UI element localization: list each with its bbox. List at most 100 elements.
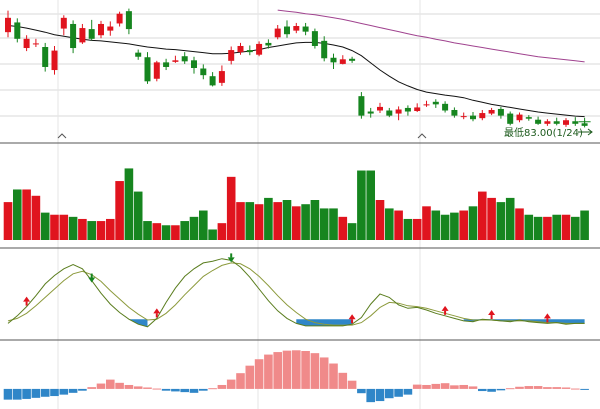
period-caret-icon xyxy=(417,133,427,139)
volume-bar xyxy=(106,218,115,240)
macd-bar xyxy=(180,388,189,393)
candle-body xyxy=(432,101,439,105)
macd-bar xyxy=(13,388,22,400)
volume-bar xyxy=(329,208,338,240)
candle-body xyxy=(367,111,374,114)
macd-bar xyxy=(310,353,320,389)
candle-body xyxy=(51,50,58,71)
volume-bar xyxy=(13,189,22,240)
buy-signal-arrow-icon xyxy=(441,305,449,311)
candle-body xyxy=(507,113,514,124)
candle-body xyxy=(423,104,430,106)
volume-bar xyxy=(226,176,236,240)
macd-bar xyxy=(161,388,171,391)
candle-body xyxy=(293,26,300,31)
volume-bar xyxy=(505,197,515,240)
candle-body xyxy=(386,110,393,116)
period-caret-icon xyxy=(57,133,67,139)
macd-bar xyxy=(50,388,59,397)
candle-body xyxy=(144,57,151,82)
candle-body xyxy=(200,68,207,76)
volume-bar xyxy=(301,204,310,240)
macd-bar xyxy=(301,351,310,389)
buy-signal-arrow-icon xyxy=(348,314,356,320)
arrow-right-icon xyxy=(578,128,593,136)
volume-bar xyxy=(152,223,162,240)
volume-bar xyxy=(338,216,348,240)
candle-body xyxy=(265,42,272,46)
macd-panel xyxy=(3,350,589,403)
volume-bar xyxy=(468,206,478,240)
candle-body xyxy=(479,113,486,119)
candle-body xyxy=(70,23,77,49)
volume-bar xyxy=(292,206,301,240)
macd-bar xyxy=(319,357,329,389)
candle-body xyxy=(330,57,337,63)
macd-bar xyxy=(3,388,13,400)
macd-bar xyxy=(31,388,41,398)
macd-bar xyxy=(208,388,217,390)
candle-body xyxy=(191,60,197,68)
volume-bar xyxy=(496,202,506,240)
macd-bar xyxy=(245,365,255,389)
volume-bar xyxy=(431,210,441,240)
candle-body xyxy=(516,114,523,121)
candle-body xyxy=(572,121,579,124)
macd-bar xyxy=(124,384,134,389)
buy-signal-arrow-icon xyxy=(153,308,161,314)
macd-bar xyxy=(87,387,96,389)
volume-bar xyxy=(3,202,13,240)
candle-body xyxy=(32,43,39,45)
volume-panel xyxy=(3,168,589,240)
volume-bar xyxy=(310,200,320,240)
volume-bar xyxy=(217,223,227,240)
candle-body xyxy=(256,43,263,55)
volume-bar xyxy=(208,229,217,240)
macd-bar xyxy=(580,388,589,390)
macd-bar xyxy=(561,387,571,389)
candle-body xyxy=(377,106,383,111)
candle-body xyxy=(60,17,67,29)
macd-bar xyxy=(133,386,143,389)
candle-body xyxy=(79,28,86,43)
price-panel xyxy=(5,8,593,136)
buy-signal-stem xyxy=(155,313,158,318)
volume-bar xyxy=(254,204,264,240)
macd-bar xyxy=(478,388,487,392)
volume-bar xyxy=(571,216,580,240)
macd-bar xyxy=(394,388,403,397)
candle-body xyxy=(284,26,290,35)
kd-panel xyxy=(7,253,585,328)
buy-signal-stem xyxy=(444,310,447,315)
volume-bar xyxy=(412,218,422,240)
volume-bar xyxy=(40,212,50,240)
volume-bar xyxy=(478,191,487,240)
buy-signal-stem xyxy=(25,301,28,306)
candle-body xyxy=(414,107,421,112)
macd-bar xyxy=(68,388,78,393)
volume-bar xyxy=(31,195,41,240)
candle-body xyxy=(497,108,504,116)
macd-bar xyxy=(487,388,496,392)
kd-oversold-fill xyxy=(463,319,585,325)
macd-bar xyxy=(292,350,301,389)
macd-bar xyxy=(40,388,50,397)
macd-bar xyxy=(357,388,366,394)
candle-body xyxy=(116,13,123,24)
volume-bar xyxy=(524,214,534,240)
macd-bar xyxy=(459,384,468,389)
volume-bar xyxy=(375,200,385,240)
candle-body xyxy=(349,58,356,61)
candle-body xyxy=(488,109,495,114)
macd-bar xyxy=(422,384,431,389)
macd-bar xyxy=(106,379,115,389)
d-line xyxy=(7,262,585,326)
sell-signal-arrow-icon xyxy=(227,257,235,263)
macd-bar xyxy=(152,388,162,390)
k-line xyxy=(7,258,585,328)
ma-long-line xyxy=(277,9,585,63)
volume-bar xyxy=(50,214,59,240)
